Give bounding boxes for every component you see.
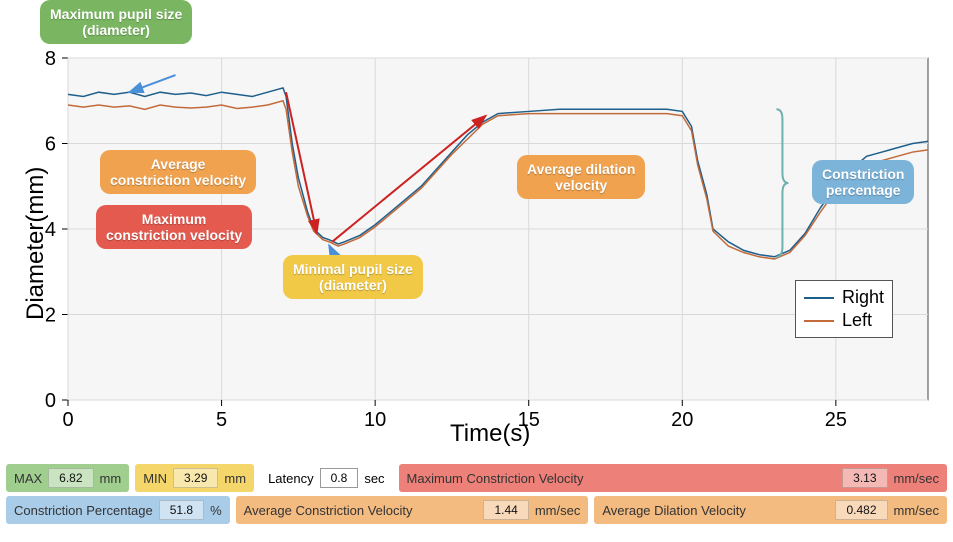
metric-cp-value: 51.8 (159, 500, 204, 520)
metric-avgdv-label: Average Dilation Velocity (602, 503, 829, 518)
metrics-row-1: MAX 6.82 mm MIN 3.29 mm Latency 0.8 sec … (6, 464, 947, 492)
metric-avgdv-value: 0.482 (835, 500, 887, 520)
svg-text:0: 0 (45, 390, 56, 412)
metric-cp-unit: % (210, 503, 222, 518)
metric-max: MAX 6.82 mm (6, 464, 129, 492)
metric-latency-unit: sec (364, 471, 384, 486)
svg-text:2: 2 (45, 305, 56, 327)
metric-maxcv-unit: mm/sec (894, 471, 940, 486)
metrics-panel: MAX 6.82 mm MIN 3.29 mm Latency 0.8 sec … (0, 460, 953, 532)
svg-text:10: 10 (364, 409, 386, 431)
metric-avgcv-unit: mm/sec (535, 503, 581, 518)
callout-max-constriction-velocity: Maximum constriction velocity (96, 205, 252, 249)
svg-text:15: 15 (518, 409, 540, 431)
metric-max-value: 6.82 (48, 468, 93, 488)
callout-avg-constriction-velocity: Average constriction velocity (100, 150, 256, 194)
metric-avgcv-label: Average Constriction Velocity (244, 503, 478, 518)
metric-min-unit: mm (224, 471, 246, 486)
svg-text:0: 0 (62, 409, 73, 431)
metric-avg-dilation-velocity: Average Dilation Velocity 0.482 mm/sec (594, 496, 947, 524)
metric-latency-label: Latency (268, 471, 314, 486)
svg-text:20: 20 (671, 409, 693, 431)
metrics-row-2: Constriction Percentage 51.8 % Average C… (6, 496, 947, 524)
svg-text:6: 6 (45, 134, 56, 156)
svg-text:4: 4 (45, 219, 56, 241)
chart-area: Diameter(mm) Time(s) 024680510152025 Max… (0, 0, 953, 460)
metric-max-unit: mm (100, 471, 122, 486)
callout-max-pupil: Maximum pupil size (diameter) (40, 0, 192, 44)
metric-latency-value: 0.8 (320, 468, 359, 488)
metric-avgdv-unit: mm/sec (894, 503, 940, 518)
callout-avg-dilation-velocity: Average dilation velocity (517, 155, 645, 199)
callout-min-pupil: Minimal pupil size (diameter) (283, 255, 423, 299)
metric-max-label: MAX (14, 471, 42, 486)
metric-avgcv-value: 1.44 (483, 500, 528, 520)
callout-constriction-percentage: Constriction percentage (812, 160, 914, 204)
metric-min-label: MIN (143, 471, 167, 486)
svg-text:25: 25 (825, 409, 847, 431)
metric-cp-label: Constriction Percentage (14, 503, 153, 518)
svg-text:8: 8 (45, 48, 56, 70)
chart-legend: RightLeft (795, 280, 893, 338)
metric-max-constriction-velocity: Maximum Constriction Velocity 3.13 mm/se… (399, 464, 947, 492)
metric-maxcv-label: Maximum Constriction Velocity (407, 471, 837, 486)
metric-min: MIN 3.29 mm (135, 464, 254, 492)
metric-avg-constriction-velocity: Average Constriction Velocity 1.44 mm/se… (236, 496, 589, 524)
metric-maxcv-value: 3.13 (842, 468, 887, 488)
metric-constriction-percentage: Constriction Percentage 51.8 % (6, 496, 230, 524)
metric-latency: Latency 0.8 sec (260, 464, 392, 492)
metric-min-value: 3.29 (173, 468, 218, 488)
svg-text:5: 5 (216, 409, 227, 431)
